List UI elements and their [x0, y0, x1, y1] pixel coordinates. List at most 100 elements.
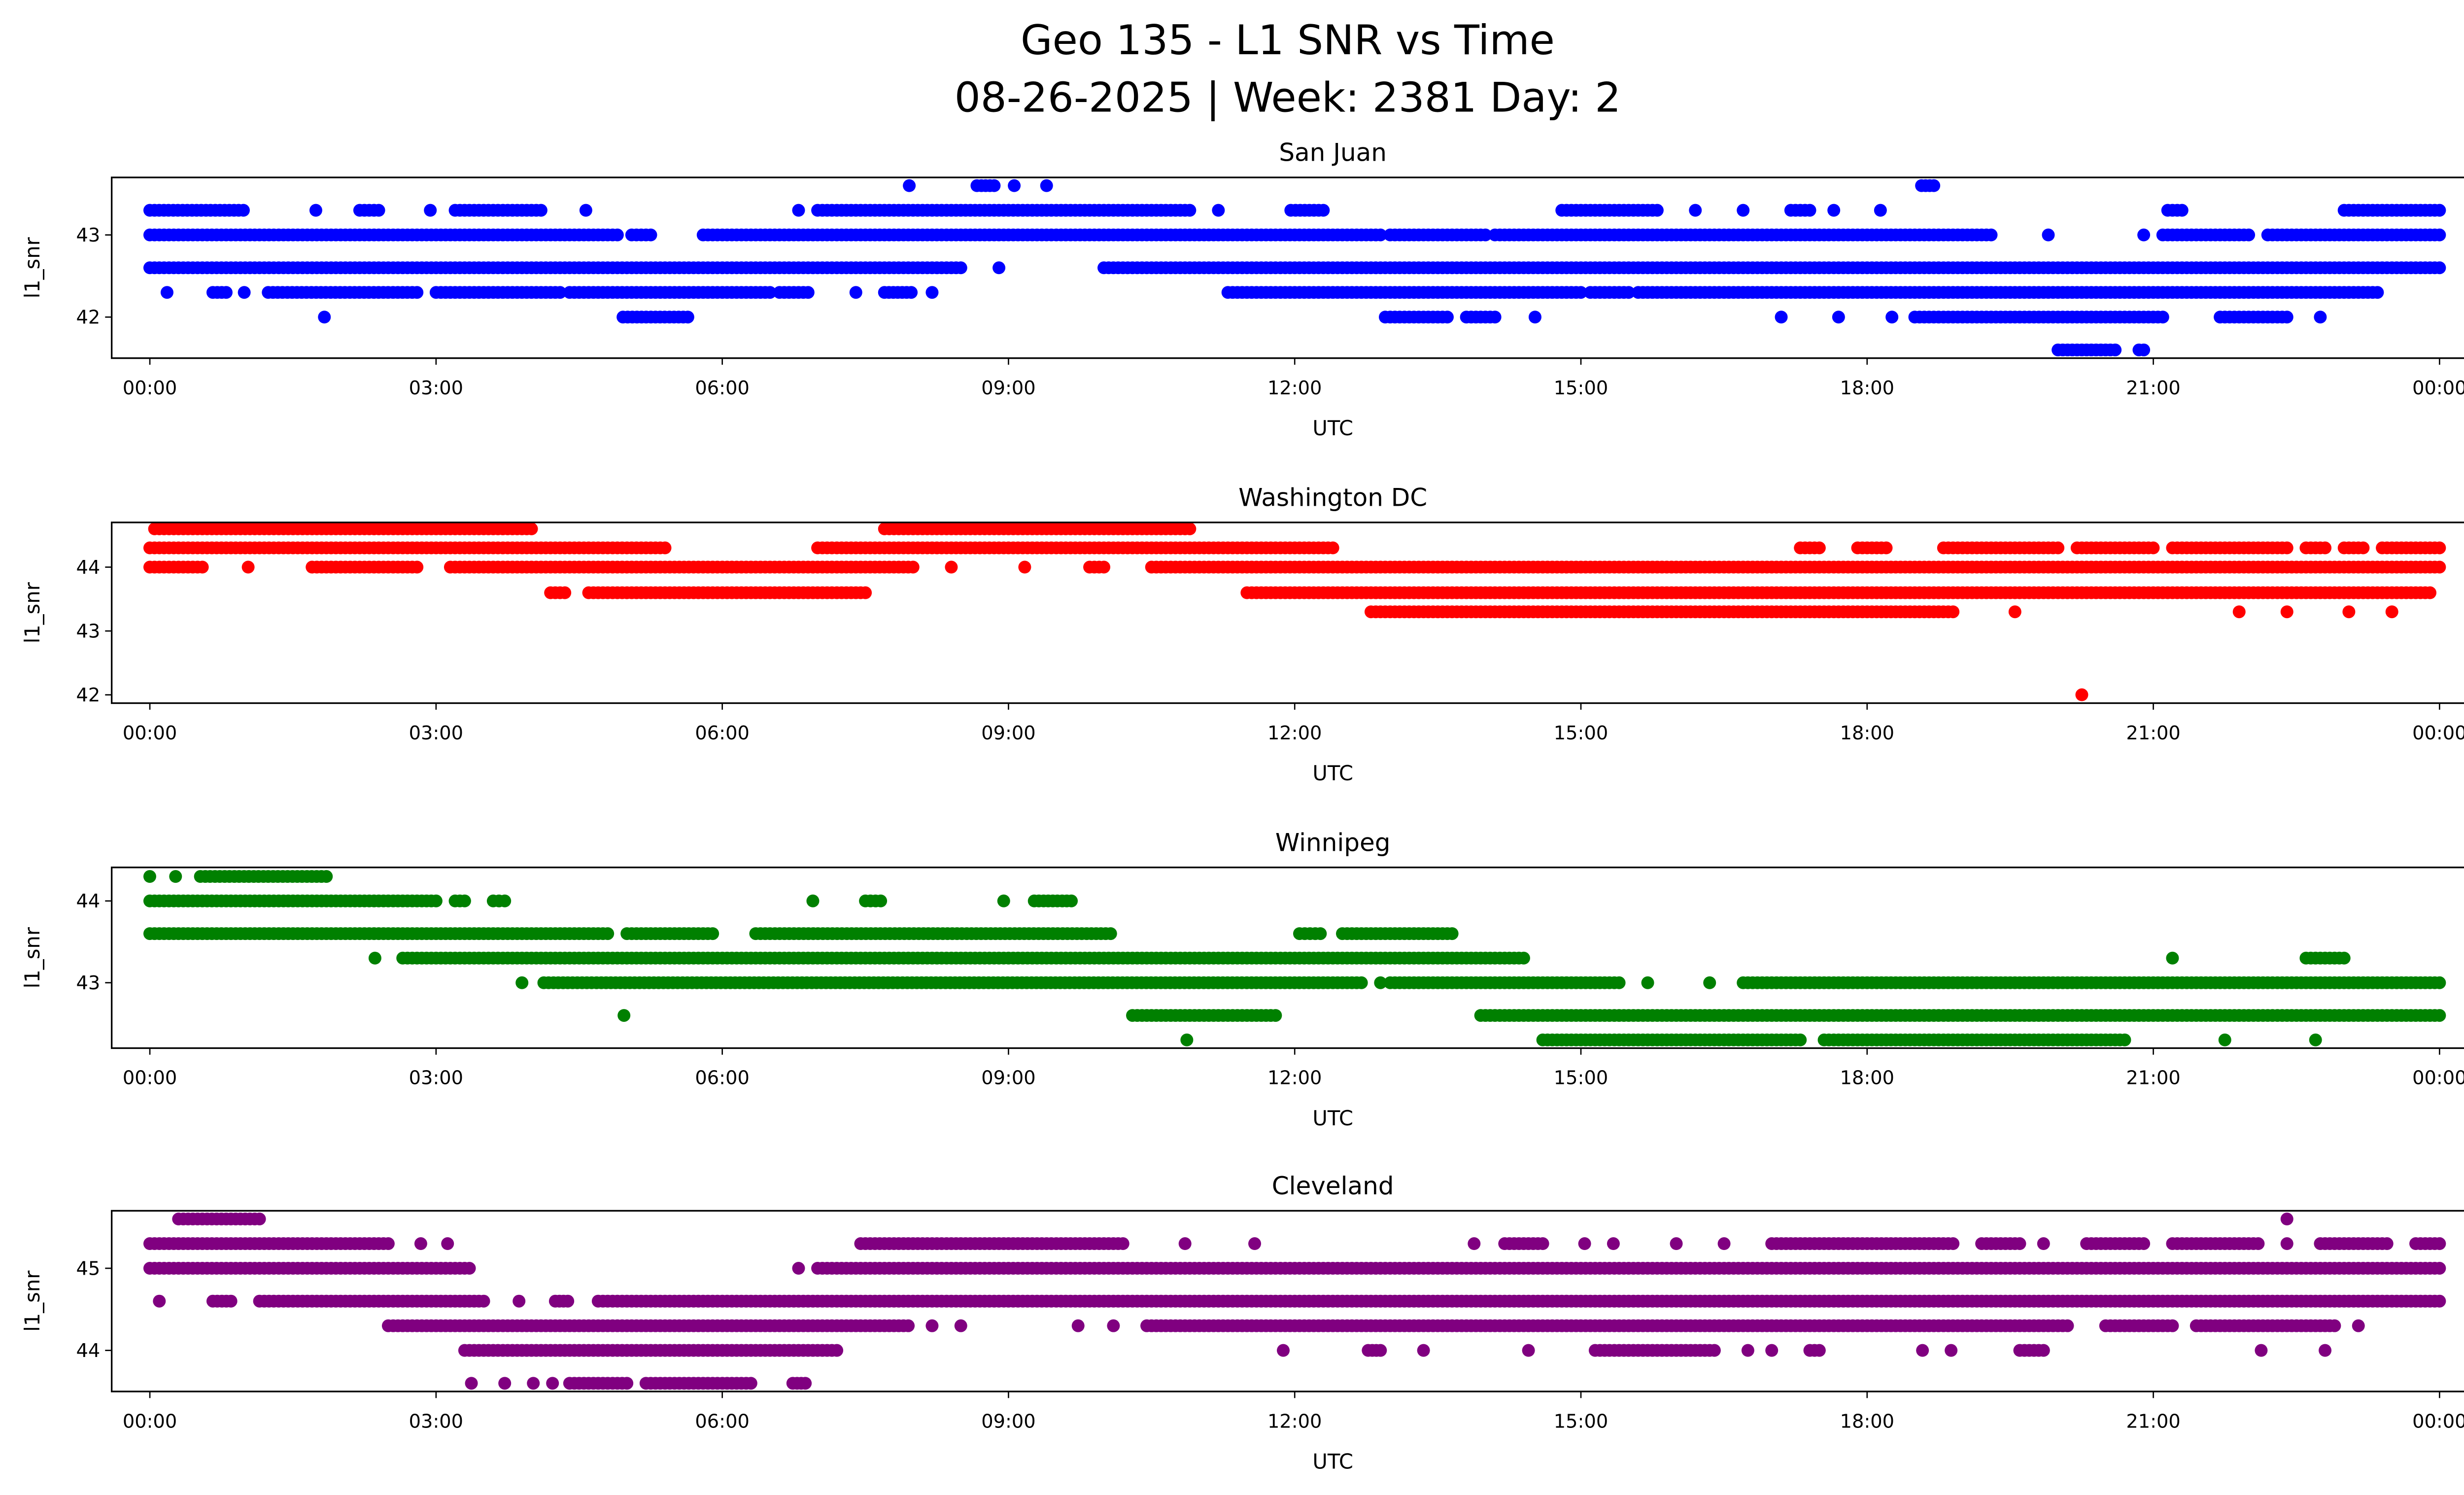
panel-title: Cleveland — [1272, 1172, 1394, 1200]
data-point — [849, 286, 862, 299]
data-point — [2242, 228, 2256, 242]
data-point — [1775, 311, 1788, 324]
data-point — [1578, 1237, 1591, 1251]
data-point — [2342, 605, 2356, 619]
data-point — [1183, 204, 1197, 217]
data-point — [2433, 1262, 2446, 1275]
y-axis-label: l1_snr — [20, 237, 44, 298]
data-point — [414, 1237, 427, 1251]
y-tick-label: 42 — [76, 307, 101, 329]
data-point — [153, 1294, 166, 1308]
y-tick-label: 44 — [76, 556, 101, 579]
data-point — [411, 560, 424, 574]
data-point — [1479, 228, 1492, 242]
data-point — [368, 951, 381, 965]
data-point — [1574, 286, 1587, 299]
data-point — [498, 894, 512, 907]
data-point — [2052, 541, 2065, 555]
data-point — [1355, 976, 1368, 989]
data-point — [534, 204, 548, 217]
data-point — [1947, 605, 1960, 619]
data-point — [2252, 1237, 2265, 1251]
data-point — [320, 870, 333, 883]
data-point — [2314, 311, 2327, 324]
data-point — [2424, 586, 2437, 599]
data-point — [1885, 311, 1899, 324]
data-point — [806, 894, 820, 907]
data-point — [658, 541, 672, 555]
data-point — [2280, 605, 2293, 619]
data-point — [903, 179, 916, 192]
data-point — [792, 1262, 805, 1275]
panel-title: San Juan — [1279, 139, 1387, 167]
data-point — [2037, 1237, 2050, 1251]
data-point — [1803, 204, 1816, 217]
data-point — [988, 179, 1001, 192]
data-point — [1183, 522, 1197, 535]
x-tick-label: 21:00 — [2126, 377, 2180, 399]
data-point — [945, 560, 958, 574]
data-point — [253, 1213, 266, 1226]
data-point — [763, 286, 777, 299]
data-point — [1927, 179, 1941, 192]
x-tick-label: 15:00 — [1554, 1067, 1608, 1089]
data-point — [318, 311, 331, 324]
x-tick-label: 15:00 — [1554, 722, 1608, 744]
data-point — [2433, 261, 2446, 275]
data-point — [859, 586, 872, 599]
data-point — [1040, 179, 1053, 192]
data-point — [1440, 311, 1454, 324]
data-point — [925, 286, 939, 299]
x-tick-label: 03:00 — [409, 377, 463, 399]
data-point — [1947, 1237, 1960, 1251]
y-axis-label: l1_snr — [20, 582, 44, 643]
data-point — [525, 522, 538, 535]
data-point — [2309, 1033, 2322, 1046]
x-tick-label: 18:00 — [1840, 1067, 1894, 1089]
data-point — [1104, 927, 1117, 940]
data-point — [1326, 541, 1339, 555]
data-point — [2137, 343, 2151, 356]
data-point — [2280, 541, 2293, 555]
data-point — [143, 870, 156, 883]
data-point — [1670, 1237, 1683, 1251]
data-point — [2109, 343, 2122, 356]
data-points — [143, 522, 2446, 701]
x-axis-label: UTC — [1312, 416, 1353, 440]
x-tick-label: 00:00 — [123, 377, 177, 399]
data-point — [1445, 927, 1459, 940]
x-tick-label: 21:00 — [2126, 722, 2180, 744]
data-point — [1018, 560, 1031, 574]
data-point — [1737, 204, 1750, 217]
x-tick-label: 06:00 — [695, 722, 749, 744]
y-tick-label: 43 — [76, 620, 101, 642]
x-tick-label: 09:00 — [981, 722, 1035, 744]
data-point — [1180, 1033, 1194, 1046]
data-point — [1689, 204, 1702, 217]
data-point — [463, 1262, 476, 1275]
data-point — [2433, 976, 2446, 989]
data-point — [2385, 605, 2398, 619]
data-point — [2232, 605, 2246, 619]
data-point — [1832, 311, 1845, 324]
data-points — [143, 870, 2446, 1046]
x-tick-label: 18:00 — [1840, 377, 1894, 399]
data-point — [2433, 541, 2446, 555]
x-tick-label: 00:00 — [2412, 377, 2464, 399]
data-point — [1374, 228, 1387, 242]
data-points — [143, 179, 2446, 356]
data-point — [905, 286, 918, 299]
data-point — [2380, 1237, 2394, 1251]
x-tick-label: 12:00 — [1267, 1067, 1322, 1089]
data-point — [1374, 976, 1387, 989]
data-point — [1622, 286, 1635, 299]
data-point — [515, 976, 529, 989]
x-tick-label: 06:00 — [695, 1067, 749, 1089]
data-point — [1517, 951, 1530, 965]
data-point — [954, 261, 967, 275]
plot-frame — [110, 522, 2464, 704]
data-point — [2075, 688, 2088, 701]
x-axis-label: UTC — [1312, 761, 1353, 785]
